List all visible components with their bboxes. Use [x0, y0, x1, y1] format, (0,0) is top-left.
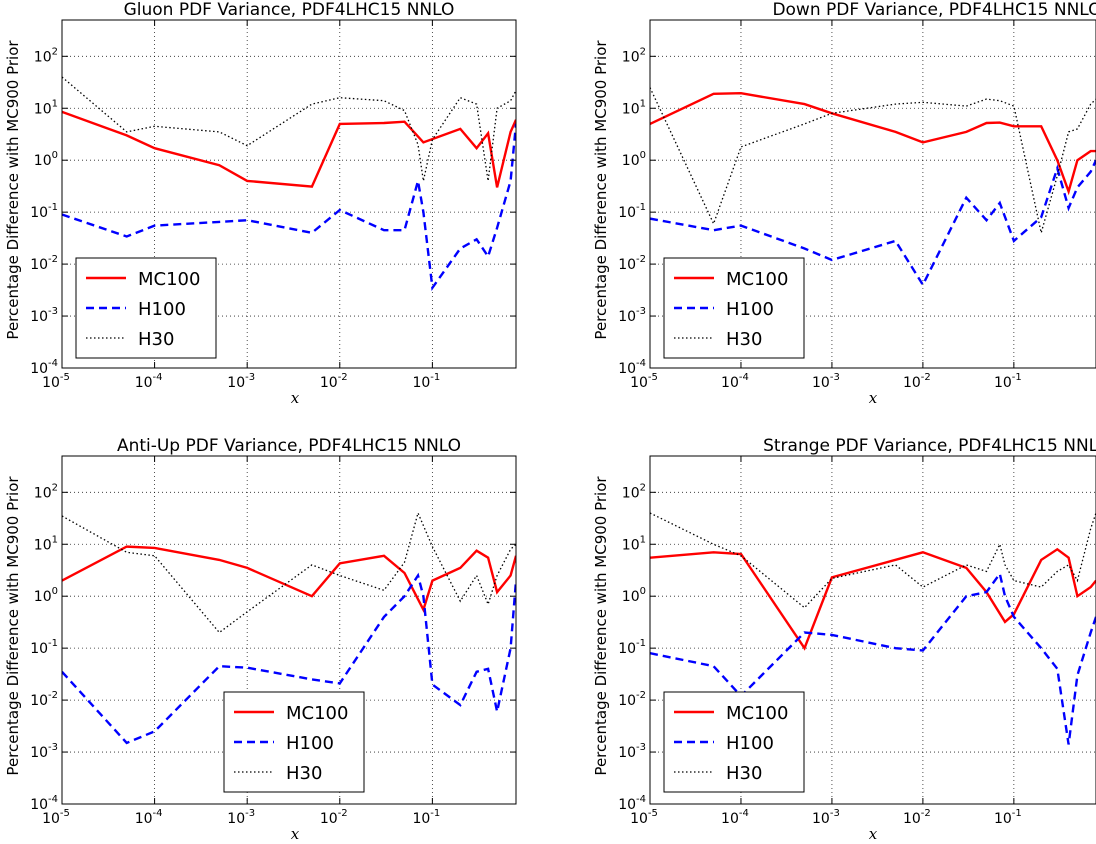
- chart-title: Strange PDF Variance, PDF4LHC15 NNLO: [763, 436, 1096, 456]
- plot-frame: [649, 455, 1096, 805]
- y-tick-label: 10-1: [618, 202, 646, 221]
- chart-panel: 10-5 10-4 10-3 10-2 10-110-410-310-210-11001…: [592, 0, 1096, 407]
- y-tick-label: 102: [622, 482, 646, 501]
- legend-label: MC100: [726, 703, 788, 724]
- series-line-mc100: [62, 545, 516, 613]
- y-tick-label: 10-4: [618, 358, 646, 377]
- x-tick-label: 10-1: [994, 372, 1022, 391]
- y-tick-label: 10-2: [618, 254, 646, 273]
- legend-label: H100: [286, 733, 334, 754]
- legend: MC100 H100 H30: [75, 257, 217, 359]
- legend-label: H100: [726, 733, 774, 754]
- legend: MC100 H100 H30: [223, 691, 365, 793]
- y-axis-label: Percentage Difference with MC900 Prior: [4, 40, 22, 340]
- y-tick-label: 10-2: [30, 254, 58, 273]
- y-tick-label: 10-2: [30, 690, 58, 709]
- chart-panel: 10-5 10-4 10-3 10-2 10-110-410-310-210-11001…: [592, 436, 1096, 843]
- series-line-h100: [62, 123, 516, 292]
- legend-label: H30: [138, 329, 174, 350]
- y-tick-label: 101: [34, 98, 58, 117]
- series-line-h100: [650, 159, 1096, 288]
- legend-label: H100: [726, 299, 774, 320]
- chart-panel: 10-5 10-4 10-3 10-2 10-110-410-310-210-11001…: [4, 436, 517, 843]
- y-tick-label: 10-3: [30, 306, 58, 325]
- x-axis-label: x: [869, 825, 878, 843]
- y-tick-label: 100: [622, 150, 646, 169]
- y-tick-label: 10-4: [30, 358, 58, 377]
- y-tick-label: 100: [34, 150, 58, 169]
- x-tick-label: 10-2: [903, 808, 931, 827]
- y-tick-label: 10-1: [30, 638, 58, 657]
- x-tick-label: 10-2: [903, 372, 931, 391]
- plot-frame: [61, 19, 517, 369]
- y-tick-label: 100: [34, 586, 58, 605]
- x-tick-label: 10-3: [812, 372, 840, 391]
- y-tick-label: 101: [622, 98, 646, 117]
- x-tick-label: 10-2: [320, 372, 348, 391]
- series-line-h30: [650, 87, 1096, 233]
- y-axis-label: Percentage Difference with MC900 Prior: [592, 40, 610, 340]
- x-tick-label: 10-5: [42, 372, 70, 391]
- y-tick-label: 102: [34, 482, 58, 501]
- x-tick-label: 10-3: [227, 808, 255, 827]
- x-tick-label: 10-4: [721, 808, 749, 827]
- chart-title: Anti-Up PDF Variance, PDF4LHC15 NNLO: [117, 436, 461, 456]
- y-tick-label: 10-3: [618, 306, 646, 325]
- x-tick-label: 10-5: [630, 372, 658, 391]
- x-tick-label: 10-4: [721, 372, 749, 391]
- y-tick-label: 10-3: [30, 742, 58, 761]
- legend-label: H30: [726, 329, 762, 350]
- legend-label: MC100: [138, 269, 200, 290]
- legend: MC100 H100 H30: [663, 257, 805, 359]
- legend-label: MC100: [726, 269, 788, 290]
- series-line-h30: [650, 512, 1096, 609]
- x-tick-label: 10-3: [227, 372, 255, 391]
- series-line-h100: [650, 570, 1096, 745]
- series-line-mc100: [650, 547, 1096, 651]
- x-tick-label: 10-1: [412, 808, 440, 827]
- x-tick-label: 10-4: [135, 808, 163, 827]
- y-tick-label: 102: [34, 46, 58, 65]
- y-tick-label: 10-1: [618, 638, 646, 657]
- plot-frame: [649, 19, 1096, 369]
- chart-panel: 10-5 10-4 10-3 10-2 10-110-410-310-210-11001…: [4, 0, 517, 407]
- series-line-h100: [62, 572, 516, 745]
- series-line-h30: [62, 511, 516, 634]
- x-tick-label: 10-5: [630, 808, 658, 827]
- legend-label: H30: [726, 763, 762, 784]
- legend: MC100 H100 H30: [663, 691, 805, 793]
- y-tick-label: 102: [622, 46, 646, 65]
- series-line-mc100: [62, 110, 516, 188]
- y-tick-label: 10-3: [618, 742, 646, 761]
- y-tick-label: 100: [622, 586, 646, 605]
- x-tick-label: 10-5: [42, 808, 70, 827]
- legend-label: H100: [138, 299, 186, 320]
- y-axis-label: Percentage Difference with MC900 Prior: [592, 476, 610, 776]
- y-axis-label: Percentage Difference with MC900 Prior: [4, 476, 22, 776]
- y-tick-label: 101: [34, 534, 58, 553]
- x-tick-label: 10-1: [994, 808, 1022, 827]
- x-tick-label: 10-4: [135, 372, 163, 391]
- x-tick-label: 10-1: [412, 372, 440, 391]
- y-tick-label: 101: [622, 534, 646, 553]
- x-axis-label: x: [869, 389, 878, 407]
- x-axis-label: x: [291, 825, 300, 843]
- legend-label: H30: [286, 763, 322, 784]
- chart-title: Down PDF Variance, PDF4LHC15 NNLO: [772, 0, 1096, 20]
- x-tick-label: 10-2: [320, 808, 348, 827]
- y-tick-label: 10-4: [618, 794, 646, 813]
- y-tick-label: 10-2: [618, 690, 646, 709]
- series-line-h30: [62, 76, 516, 182]
- legend-label: MC100: [286, 703, 348, 724]
- y-tick-label: 10-1: [30, 202, 58, 221]
- chart-title: Gluon PDF Variance, PDF4LHC15 NNLO: [124, 0, 455, 20]
- y-tick-label: 10-4: [30, 794, 58, 813]
- plot-frame: [61, 455, 517, 805]
- x-axis-label: x: [291, 389, 300, 407]
- series-line-mc100: [650, 91, 1096, 196]
- x-tick-label: 10-3: [812, 808, 840, 827]
